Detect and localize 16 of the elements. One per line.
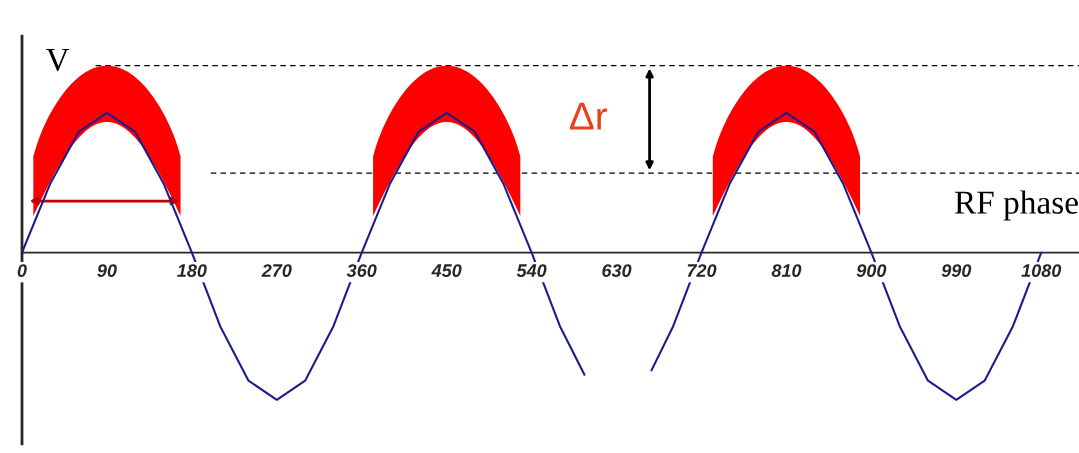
x-tick-label: 180 [177,264,207,277]
x-tick-label: 1080 [1021,264,1062,277]
annotation: RF phase [954,190,1078,221]
x-tick-label: 990 [941,264,972,277]
x-tick-label: 450 [431,264,462,277]
x-tick-label: 0 [17,264,27,277]
x-tick-label: 270 [261,264,292,277]
x-tick-label: 630 [602,264,632,277]
x-tick-label: 720 [687,264,717,277]
x-tick-label: 360 [346,264,377,277]
x-tick-label: 900 [856,264,887,277]
x-tick-label: 810 [771,264,802,277]
annotation: Δr [569,102,608,130]
x-tick-label: 90 [97,264,117,277]
text: V [45,48,70,72]
x-tick-label: 540 [516,264,547,277]
